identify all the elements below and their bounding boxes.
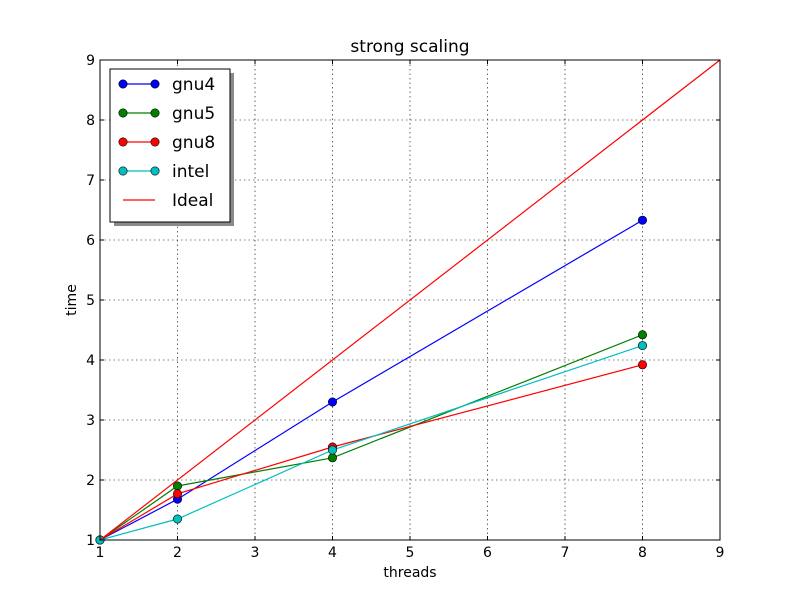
data-point-intel: [327, 445, 337, 455]
legend-marker: [150, 79, 160, 89]
data-point-gnu4: [637, 215, 647, 225]
legend-label: gnu4: [172, 75, 215, 95]
axis-ticks: 1 2 3 4 5 6 7 8 9 1 2 3 4 5 6 7 8 9: [86, 53, 724, 561]
legend-marker: [118, 166, 128, 176]
legend-marker: [118, 108, 128, 118]
x-tick-label: 6: [483, 545, 492, 561]
y-tick-label: 7: [86, 173, 95, 189]
legend-entry-intel: intel: [118, 162, 209, 182]
x-tick-label: 1: [96, 545, 105, 561]
y-tick-label: 1: [86, 533, 95, 549]
y-tick-label: 5: [86, 293, 95, 309]
series-line-gnu8: [99, 364, 643, 541]
legend-marker: [150, 108, 160, 118]
data-point-gnu4: [327, 397, 337, 407]
x-tick-label: 7: [561, 545, 570, 561]
data-point-gnu5: [173, 481, 183, 491]
series-ideal: [99, 59, 721, 541]
y-tick-label: 2: [86, 473, 95, 489]
legend-label: gnu5: [172, 104, 215, 124]
x-axis-label: threads: [383, 565, 436, 581]
legend-marker: [118, 137, 128, 147]
y-tick-label: 9: [86, 53, 95, 69]
y-tick-label: 8: [86, 113, 95, 129]
x-tick-label: 3: [251, 545, 260, 561]
legend-marker: [150, 137, 160, 147]
legend-label: Ideal: [172, 191, 213, 211]
legend-box: [109, 68, 231, 223]
legend-label: gnu8: [172, 133, 215, 153]
series-line-gnu5: [99, 334, 643, 541]
data-point-intel: [173, 514, 183, 524]
y-tick-label: 6: [86, 233, 95, 249]
y-axis-label: time: [64, 284, 80, 316]
data-series: [95, 59, 721, 545]
series-line-ideal: [99, 59, 721, 541]
data-point-gnu5: [327, 453, 337, 463]
legend-marker: [150, 166, 160, 176]
series-line-gnu4: [99, 219, 643, 541]
data-point-gnu5: [637, 330, 647, 340]
legend-entry-gnu5: gnu5: [118, 104, 215, 124]
data-point-intel: [637, 341, 647, 351]
legend-entry-gnu4: gnu4: [118, 75, 215, 95]
x-tick-label: 9: [716, 545, 725, 561]
x-tick-label: 5: [406, 545, 415, 561]
x-tick-label: 2: [173, 545, 182, 561]
data-point-gnu8: [637, 360, 647, 370]
y-tick-label: 4: [86, 353, 95, 369]
data-point-gnu8: [173, 489, 183, 499]
legend: gnu4 gnu5 gnu8 intel Ideal: [109, 68, 234, 226]
y-tick-label: 3: [86, 413, 95, 429]
x-tick-label: 8: [638, 545, 647, 561]
legend-entry-gnu8: gnu8: [118, 133, 215, 153]
legend-marker: [118, 79, 128, 89]
x-tick-label: 4: [328, 545, 337, 561]
legend-label: intel: [172, 162, 209, 182]
chart-title: strong scaling: [350, 37, 469, 57]
legend-entry-ideal: Ideal: [123, 191, 213, 211]
series-line-intel: [99, 345, 643, 541]
